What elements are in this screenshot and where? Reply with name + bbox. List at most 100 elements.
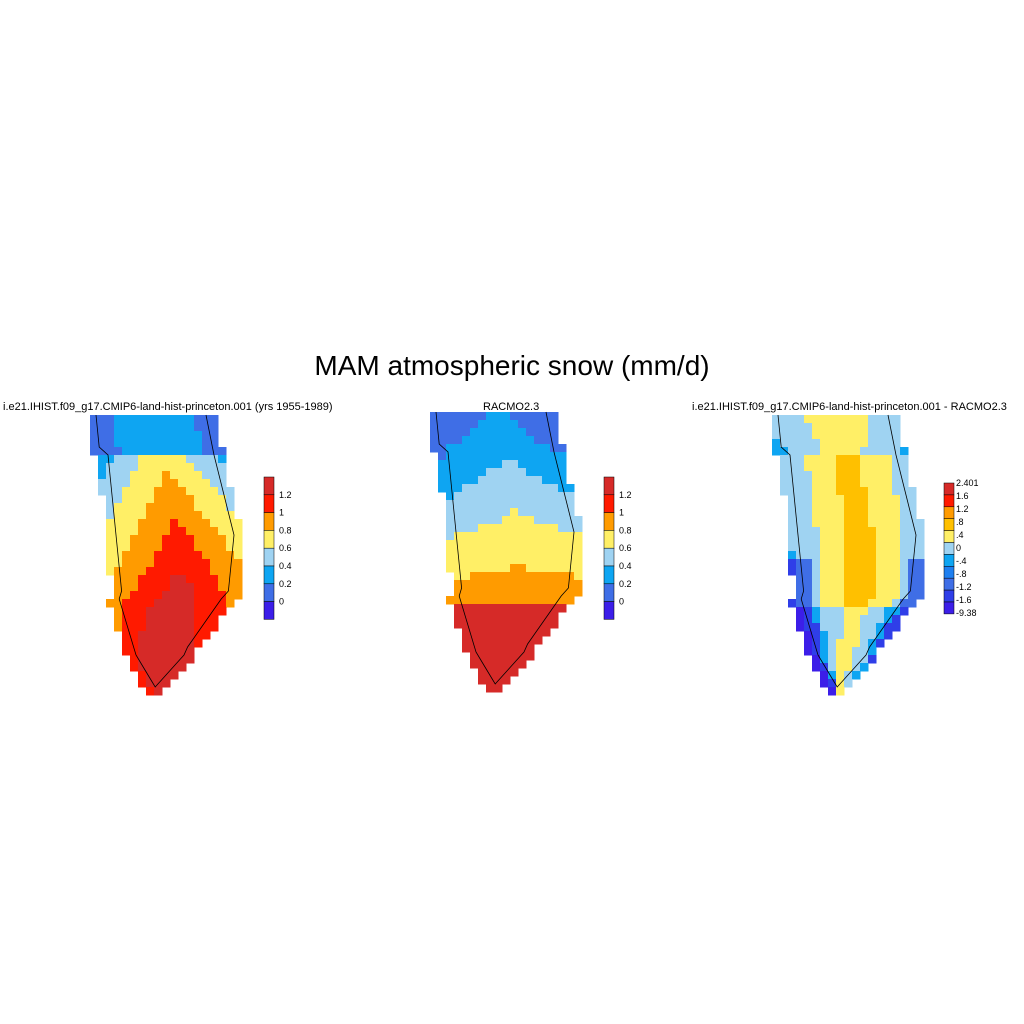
map-cell (462, 436, 471, 445)
map-cell (186, 631, 195, 640)
map-cell (566, 572, 575, 581)
map-cell (486, 516, 495, 525)
map-cell (438, 428, 447, 437)
map-cell (130, 615, 139, 624)
map-cell (534, 484, 543, 493)
map-cell (876, 455, 885, 464)
map-cell (462, 460, 471, 469)
map-cell (106, 479, 115, 488)
map-cell (154, 423, 163, 432)
map-cell (518, 484, 527, 493)
map-cell (820, 631, 829, 640)
map-cell (106, 559, 115, 568)
map-cell (868, 623, 877, 632)
map-cell (566, 548, 575, 557)
map-cell (486, 612, 495, 621)
map-cell (470, 516, 479, 525)
map-cell (218, 503, 227, 512)
map-cell (486, 420, 495, 429)
map-cell (574, 516, 583, 525)
map-cell (202, 575, 211, 584)
map-cell (494, 548, 503, 557)
map-cell (470, 548, 479, 557)
map-cell (812, 551, 821, 560)
map-cell (170, 495, 179, 504)
map-cell (454, 500, 463, 509)
map-cell (884, 415, 893, 424)
map-cell (486, 684, 495, 693)
map-cell (844, 623, 853, 632)
colorbar-label: 0.4 (279, 561, 292, 571)
map-cell (820, 415, 829, 424)
map-cell (852, 519, 861, 528)
map-cell (550, 620, 559, 629)
map-cell (186, 599, 195, 608)
map-cell (202, 559, 211, 568)
map-cell (154, 575, 163, 584)
map-cell (462, 444, 471, 453)
map-cell (162, 431, 171, 440)
map-cell (518, 508, 527, 517)
map-cell (186, 519, 195, 528)
map-cell (494, 468, 503, 477)
map-cell (526, 596, 535, 605)
map-cell (900, 591, 909, 600)
map-cell (106, 487, 115, 496)
map-cell (122, 415, 131, 424)
map-cell (542, 620, 551, 629)
map-cell (186, 479, 195, 488)
map-cell (916, 527, 925, 536)
map-cell (486, 500, 495, 509)
map-cell (218, 519, 227, 528)
map-cell (218, 567, 227, 576)
map-cell (812, 447, 821, 456)
map-cell (502, 508, 511, 517)
map-cell (210, 519, 219, 528)
map-cell (812, 591, 821, 600)
map-cell (162, 639, 171, 648)
map-cell (566, 508, 575, 517)
map-cell (788, 543, 797, 552)
map-cell (812, 511, 821, 520)
map-cell (852, 583, 861, 592)
map-cell (154, 527, 163, 536)
map-cell (470, 532, 479, 541)
map-cell (138, 607, 147, 616)
map-cell (114, 487, 123, 496)
map-cell (868, 519, 877, 528)
map-cell (478, 660, 487, 669)
map-cell (836, 655, 845, 664)
map-cell (194, 415, 203, 424)
map-cell (178, 495, 187, 504)
map-cell (486, 628, 495, 637)
map-cell (130, 503, 139, 512)
map-cell (494, 436, 503, 445)
map-cell (876, 415, 885, 424)
map-cell (202, 415, 211, 424)
map-cell (876, 607, 885, 616)
map-cell (876, 511, 885, 520)
map-cell (828, 535, 837, 544)
map-cell (804, 527, 813, 536)
map-cell (876, 463, 885, 472)
map-cell (820, 559, 829, 568)
map-cell (162, 599, 171, 608)
map-cell (178, 479, 187, 488)
map-cell (486, 564, 495, 573)
map-cell (510, 492, 519, 501)
map-cell (478, 588, 487, 597)
map-cell (558, 524, 567, 533)
map-cell (788, 519, 797, 528)
map-cell (550, 492, 559, 501)
map-cell (430, 444, 439, 453)
map-cell (788, 503, 797, 512)
map-cell (178, 599, 187, 608)
map-cell (550, 516, 559, 525)
map-cell (852, 599, 861, 608)
map-cell (178, 519, 187, 528)
map-cell (510, 436, 519, 445)
map-cell (788, 447, 797, 456)
map-cell (844, 583, 853, 592)
map-cell (900, 599, 909, 608)
map-cell (852, 463, 861, 472)
